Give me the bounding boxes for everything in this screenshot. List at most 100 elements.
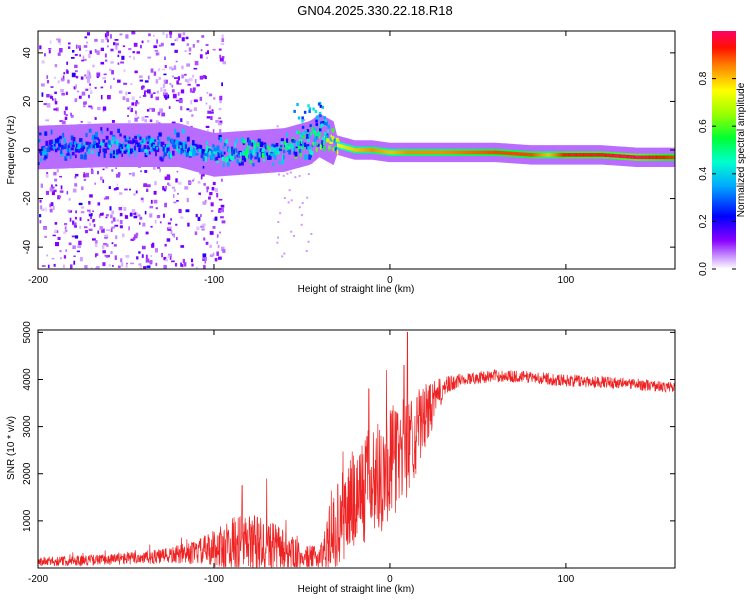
spectrogram-noise-cell bbox=[90, 106, 94, 110]
spectrogram-band-cell bbox=[256, 142, 260, 147]
spectrogram-band-cell bbox=[176, 132, 180, 138]
y-tick-label: 2000 bbox=[22, 462, 33, 485]
spectrogram-noise-cell bbox=[146, 188, 149, 192]
spectrogram-band-cell bbox=[118, 148, 122, 154]
spectrogram-noise-cell bbox=[173, 201, 177, 204]
spectrogram-noise-cell bbox=[39, 220, 42, 224]
spectrogram-band-cell bbox=[250, 153, 254, 158]
x-tick-label: 100 bbox=[558, 574, 575, 585]
spectrogram-band-cell bbox=[69, 154, 72, 159]
spectrogram-noise-cell bbox=[133, 42, 138, 47]
spectrogram-band-cell bbox=[119, 145, 122, 150]
spectrogram-noise-cell bbox=[187, 83, 191, 86]
spectrogram-noise-cell bbox=[154, 181, 157, 186]
spectrogram-ridge-core bbox=[509, 151, 512, 156]
spectrogram-ridge-core bbox=[507, 151, 510, 156]
spectrogram-band-cell bbox=[67, 144, 71, 151]
spectrogram-noise-cell bbox=[135, 102, 137, 107]
spectrogram-band-cell bbox=[185, 152, 189, 158]
spectrogram-ridge-core bbox=[630, 155, 632, 159]
spectrogram-ridge-core bbox=[528, 152, 531, 157]
spectrogram-noise-cell bbox=[103, 243, 107, 246]
spectrogram-band-cell bbox=[314, 110, 318, 113]
spectrogram-noise-cell bbox=[186, 63, 190, 67]
spectrogram-band-cell bbox=[155, 151, 157, 157]
spectrogram-band-cell bbox=[202, 157, 205, 162]
spectrogram-noise-cell bbox=[159, 221, 162, 224]
spectrogram-noise-cell bbox=[194, 231, 198, 235]
spectrogram-band-cell bbox=[241, 151, 245, 157]
spectrogram-band-cell bbox=[274, 157, 277, 160]
spectrogram-ridge-core bbox=[583, 153, 586, 157]
spectrogram-ridge-core bbox=[512, 151, 514, 156]
spectrogram-band-cell bbox=[321, 123, 324, 127]
spectrogram-ridge-core bbox=[516, 152, 519, 156]
spectrogram-noise-cell bbox=[106, 39, 109, 43]
spectrogram-noise-cell bbox=[184, 50, 187, 52]
spectrogram-band-cell bbox=[257, 138, 261, 143]
spectrogram-ridge-core bbox=[553, 153, 556, 157]
spectrogram-noise-cell bbox=[163, 79, 166, 83]
spectrogram-noise-cell bbox=[147, 267, 150, 269]
spectrogram-ridge-core bbox=[623, 154, 625, 159]
spectrogram-ridge-core bbox=[531, 153, 534, 157]
colorbar-gradient bbox=[712, 31, 736, 269]
spectrogram-ridge-core bbox=[443, 150, 446, 155]
spectrogram-noise-cell bbox=[148, 33, 151, 37]
spectrogram-ridge-core bbox=[430, 150, 432, 155]
spectrogram-noise-cell bbox=[104, 234, 109, 239]
spectrogram-noise-cell bbox=[47, 264, 50, 269]
spectrogram-band-cell bbox=[75, 147, 79, 153]
spectrogram-noise-cell bbox=[44, 235, 47, 238]
spectrogram-noise-cell bbox=[119, 192, 123, 195]
spectrogram-noise-cell bbox=[144, 170, 148, 173]
spectrogram-noise-cell bbox=[168, 184, 172, 187]
spectrogram-noise-cell bbox=[162, 83, 166, 89]
spectrogram-noise-cell bbox=[87, 219, 90, 222]
spectrogram-band-cell bbox=[106, 146, 110, 150]
spectrogram-noise-cell bbox=[288, 189, 291, 192]
spectrogram-noise-cell bbox=[89, 83, 91, 86]
spectrogram-noise-cell bbox=[136, 51, 140, 54]
spectrogram-noise-cell bbox=[79, 257, 83, 262]
spectrogram-noise-cell bbox=[212, 226, 216, 229]
spectrogram-band-cell bbox=[297, 116, 301, 120]
spectrogram-noise-cell bbox=[181, 74, 184, 79]
spectrogram-noise-cell bbox=[221, 178, 223, 182]
spectrogram-ridge-core bbox=[457, 150, 460, 155]
spectrogram-noise-cell bbox=[153, 45, 158, 49]
spectrogram-noise-cell bbox=[63, 255, 67, 259]
spectrogram-noise-cell bbox=[201, 173, 205, 177]
spectrogram-noise-cell bbox=[298, 206, 301, 209]
spectrogram-noise-cell bbox=[162, 31, 165, 36]
spectrogram-band-cell bbox=[315, 123, 318, 126]
spectrogram-noise-cell bbox=[176, 237, 178, 241]
spectrogram-band-cell bbox=[134, 145, 136, 151]
spectrogram-noise-cell bbox=[104, 53, 107, 58]
spectrogram-band-cell bbox=[263, 144, 267, 148]
spectrogram-band-cell bbox=[183, 147, 186, 151]
spectrogram-ridge-core bbox=[657, 155, 659, 160]
spectrogram-ridge-core bbox=[412, 150, 415, 155]
spectrogram-noise-cell bbox=[133, 193, 136, 196]
spectrogram-band-cell bbox=[77, 143, 79, 147]
spectrogram-noise-cell bbox=[80, 121, 83, 123]
spectrogram-noise-cell bbox=[133, 234, 138, 239]
spectrogram-ridge-core bbox=[526, 152, 528, 157]
spectrogram-noise-cell bbox=[214, 216, 218, 221]
spectrogram-band-cell bbox=[233, 149, 235, 155]
spectrogram-noise-cell bbox=[115, 42, 119, 46]
spectrogram-band-cell bbox=[285, 146, 288, 150]
spectrogram-noise-cell bbox=[175, 178, 178, 183]
spectrogram-band-cell bbox=[183, 151, 186, 156]
spectrogram-noise-cell bbox=[70, 112, 72, 116]
spectrogram-noise-cell bbox=[210, 111, 214, 114]
spectrogram-noise-cell bbox=[83, 58, 87, 61]
spectrogram-ridge-core bbox=[449, 150, 452, 155]
spectrogram-noise-cell bbox=[301, 202, 304, 204]
spectrogram-ridge-core bbox=[600, 153, 602, 157]
spectrogram-band-cell bbox=[316, 117, 319, 121]
spectrogram-noise-cell bbox=[165, 186, 167, 190]
spectrogram-band-cell bbox=[254, 140, 256, 146]
spectrogram-noise-cell bbox=[164, 176, 169, 180]
